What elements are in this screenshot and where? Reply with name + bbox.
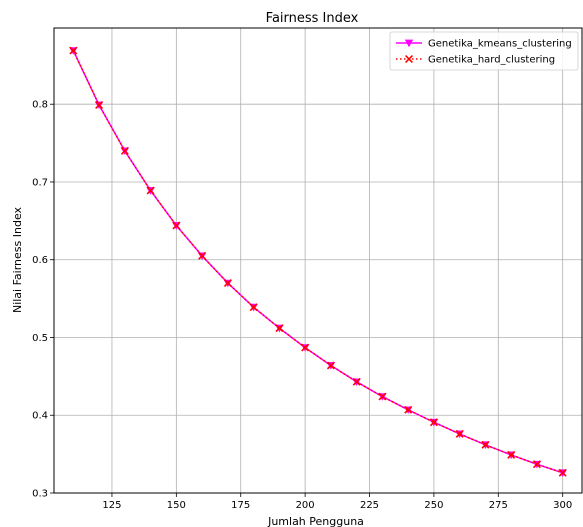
x-tick-label: 250 [424, 500, 443, 511]
legend-swatch-marker [404, 39, 414, 48]
y-tick-label: 0.5 [32, 333, 48, 344]
series-2-point [429, 418, 438, 427]
series-2-point [352, 377, 361, 386]
series-2-point [326, 361, 335, 370]
series-2-point [507, 450, 516, 459]
legend-swatch-marker [405, 55, 413, 63]
x-tick-label: 150 [167, 500, 186, 511]
x-tick-label: 225 [360, 500, 379, 511]
y-tick-label: 0.6 [32, 255, 48, 266]
series-2-point [378, 392, 387, 401]
y-axis-label: Nilai Fairness Index [11, 206, 24, 313]
series-2-point [275, 324, 284, 333]
y-tick-label: 0.7 [32, 177, 48, 188]
series-2-point [532, 460, 541, 469]
legend-label: Genetika_hard_clustering [428, 55, 555, 66]
y-axis-ticks: 0.3 0.4 0.5 0.6 0.7 0.8 [32, 100, 54, 500]
x-tick-label: 175 [231, 500, 250, 511]
plot-frame [53, 27, 583, 494]
series-2-point [404, 405, 413, 414]
y-tick-label: 0.3 [32, 489, 48, 500]
series-2-point [172, 221, 181, 230]
legend-box [389, 31, 579, 71]
y-tick-label: 0.8 [32, 100, 48, 111]
series-2-point [558, 468, 567, 477]
series-2-point [249, 303, 258, 312]
series-2 [69, 46, 567, 477]
series-2-point [198, 251, 207, 260]
legend: Genetika_kmeans_clustering Genetika_hard_… [389, 31, 579, 71]
x-axis-label: Jumlah Pengguna [267, 515, 364, 527]
series-2-point [481, 440, 490, 449]
series-2-point [120, 146, 129, 155]
x-tick-label: 275 [489, 500, 508, 511]
y-tick-label: 0.4 [32, 411, 48, 422]
chart-title: Fairness Index [266, 11, 359, 26]
x-axis-ticks: 125 150 175 200 225 250 275 300 [102, 493, 572, 511]
legend-label: Genetika_kmeans_clustering [428, 39, 572, 50]
series-2-point [95, 101, 104, 109]
series-2-point [146, 186, 155, 195]
series-2-point [301, 343, 310, 352]
x-tick-label: 300 [553, 500, 572, 511]
series-2-point [223, 279, 232, 288]
x-tick-label: 125 [102, 500, 121, 511]
series-2-point [69, 46, 78, 55]
series-2-line [72, 50, 563, 474]
series-2-point [455, 429, 464, 438]
x-tick-label: 200 [296, 500, 315, 511]
series-layer [69, 46, 567, 477]
